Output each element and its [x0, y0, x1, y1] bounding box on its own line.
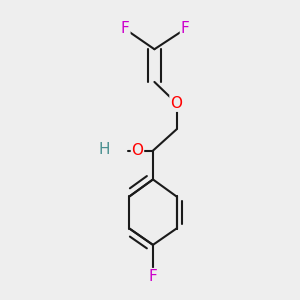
Text: F: F [148, 269, 157, 284]
Text: O: O [170, 96, 182, 111]
Text: F: F [181, 22, 190, 37]
Text: H: H [99, 142, 110, 157]
Text: O: O [131, 143, 143, 158]
Text: F: F [121, 22, 129, 37]
